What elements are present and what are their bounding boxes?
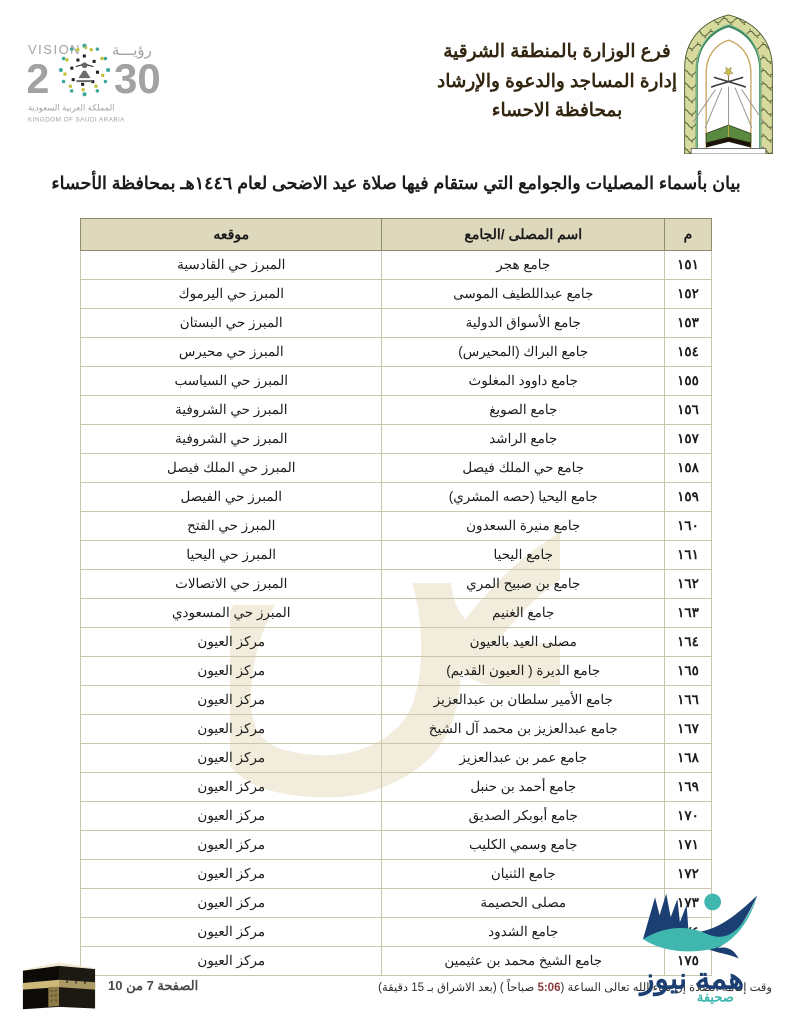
svg-text:المملكة العربية السعودية: المملكة العربية السعودية [28, 103, 115, 114]
svg-text:2: 2 [28, 55, 49, 102]
svg-text:صحيفة: صحيفة [697, 989, 734, 1004]
svg-text:30: 30 [114, 55, 161, 102]
svg-text:KINGDOM OF SAUDI ARABIA: KINGDOM OF SAUDI ARABIA [28, 117, 125, 124]
